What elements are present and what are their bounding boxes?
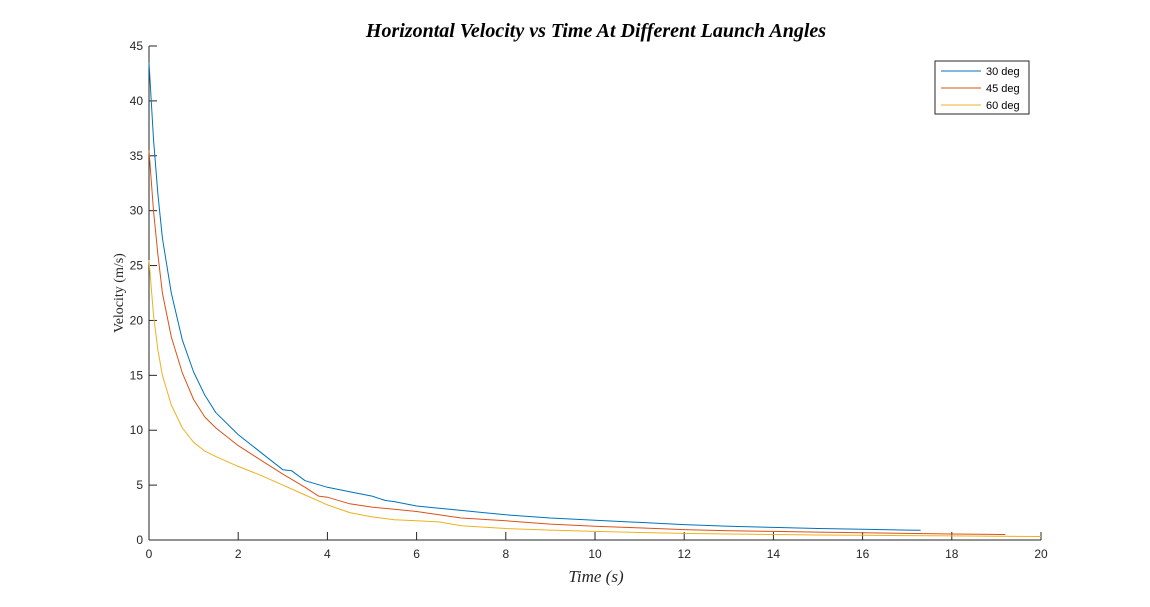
x-tick-label: 4 (324, 547, 331, 561)
axes: 0 2 4 6 8 10 12 14 16 18 20 0 5 10 15 20 25 30 35 40 45 (130, 39, 1048, 561)
x-tick-label: 8 (502, 547, 509, 561)
plot-lines (148, 62, 1042, 537)
x-tick-label: 16 (856, 547, 870, 561)
legend-label-0: 30 deg (986, 66, 1020, 78)
x-tick-label: 6 (413, 547, 420, 561)
legend-label-1: 45 deg (986, 83, 1020, 95)
x-tick-label: 20 (1034, 547, 1048, 561)
y-tick-label: 25 (130, 259, 144, 273)
series-line-1 (148, 150, 1006, 535)
chart-title: Horizontal Velocity vs Time At Different… (365, 20, 826, 42)
y-tick-label: 30 (130, 204, 144, 218)
series-line-2 (148, 260, 1042, 537)
y-tick-label: 45 (130, 39, 144, 53)
x-tick-label: 0 (146, 547, 153, 561)
y-tick-label: 20 (130, 313, 144, 327)
legend-label-2: 60 deg (986, 100, 1020, 112)
series-line-0 (148, 62, 921, 531)
y-tick-label: 15 (130, 368, 144, 382)
y-axis-label: Velocity (m/s) (112, 253, 127, 333)
y-tick-label: 5 (136, 478, 143, 492)
y-tick-label: 10 (130, 423, 144, 437)
y-tick-label: 40 (130, 94, 144, 108)
x-tick-label: 14 (767, 547, 781, 561)
y-tick-label: 0 (136, 533, 143, 547)
x-tick-label: 2 (235, 547, 242, 561)
x-tick-label: 18 (945, 547, 959, 561)
x-tick-label: 12 (678, 547, 692, 561)
y-tick-label: 35 (130, 149, 144, 163)
x-axis-label: Time (s) (568, 567, 624, 586)
x-tick-label: 10 (588, 547, 602, 561)
legend: 30 deg 45 deg 60 deg (934, 60, 1030, 115)
